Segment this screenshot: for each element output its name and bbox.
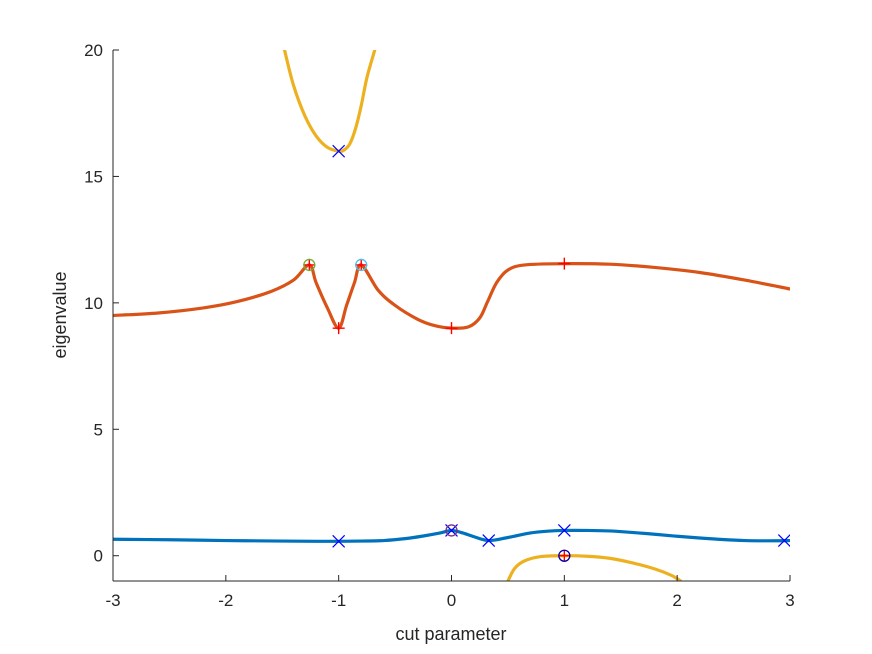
marker-circle-15 [558,549,571,562]
marker-x-3 [557,524,571,537]
series-layer [113,50,790,581]
marker-x-4 [777,534,790,547]
series-line-1 [113,262,790,330]
x-tick-label--3: -3 [105,591,120,610]
y-tick-label-0: 0 [94,547,103,566]
axes-layer [112,50,790,582]
x-tick-label-3: 3 [785,591,794,610]
series-line-3 [506,554,683,581]
marker-plus-11 [558,549,571,562]
marker-plus-8 [558,257,571,270]
y-axis-label: eigenvalue [50,271,70,358]
marker-plus-6 [332,322,345,335]
y-tick-label-20: 20 [84,41,103,60]
marker-layer [303,144,790,562]
marker-x-0 [332,534,346,548]
marker-x-2 [482,534,496,547]
tick-layer: -3 -2 -1 0 1 2 3 0 5 10 15 20 [84,41,795,610]
marker-circle-14 [445,524,458,537]
x-tick-label--2: -2 [218,591,233,610]
y-tick-label-15: 15 [84,167,103,186]
x-tick-label--1: -1 [331,591,346,610]
y-tick-label-10: 10 [84,294,103,313]
x-tick-label-1: 1 [560,591,569,610]
y-tick-label-5: 5 [94,420,103,439]
series-line-2 [282,50,377,153]
marker-plus-9 [303,258,316,271]
x-axis-label: cut parameter [395,624,506,644]
x-tick-label-0: 0 [447,591,456,610]
plot-area [113,50,790,581]
marker-circle-13 [355,258,368,272]
marker-plus-7 [445,322,458,335]
marker-circle-12 [303,258,316,272]
marker-plus-10 [355,258,368,271]
x-tick-label-2: 2 [672,591,681,610]
marker-x-5 [332,144,346,158]
